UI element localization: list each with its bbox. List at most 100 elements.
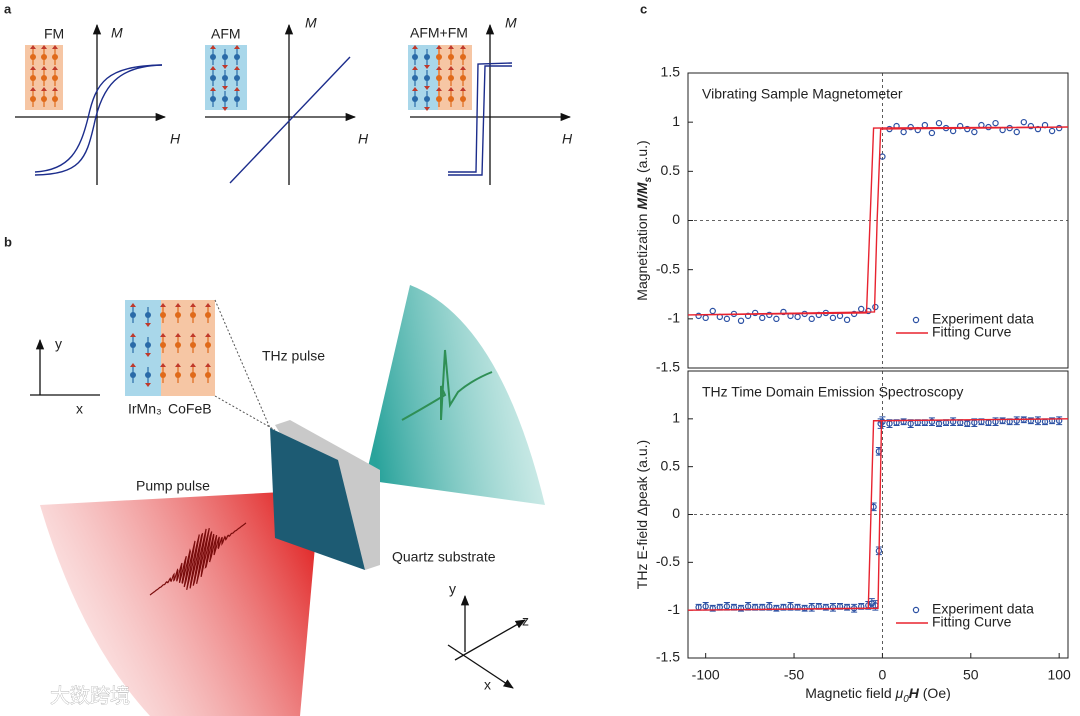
fit-line (687, 418, 1069, 611)
spin-dot (234, 54, 240, 60)
spin-head (222, 86, 228, 90)
data-point (829, 604, 837, 611)
spin-head (234, 66, 240, 70)
data-point (928, 129, 936, 137)
data-point (921, 121, 929, 129)
spin-head (448, 66, 454, 70)
spin-head (210, 45, 216, 49)
data-point (737, 317, 745, 324)
spin-head (175, 333, 181, 337)
data-point (907, 123, 914, 131)
data-point (773, 315, 780, 323)
axis-label: y (55, 336, 62, 352)
pump-beam (40, 490, 320, 716)
pump-waveform (149, 522, 247, 596)
spin-head (412, 87, 418, 91)
data-point (1013, 417, 1020, 424)
panel-label: a (4, 1, 12, 16)
y-tick-label: -0.5 (656, 553, 680, 569)
data-point (723, 315, 731, 323)
data-point (935, 119, 943, 127)
data-point (843, 316, 851, 324)
spin-dot (145, 372, 151, 378)
data-point (1027, 417, 1035, 424)
data-point (850, 310, 858, 318)
label-part: M/M (634, 182, 650, 210)
data-point (695, 312, 702, 320)
spin-head (52, 87, 58, 91)
axis-label: x (484, 677, 491, 693)
spin-head (436, 45, 442, 49)
spin-dot (424, 96, 430, 102)
data-point (808, 604, 815, 611)
diagram-fm: FM M H (15, 23, 181, 185)
spin-dot (460, 96, 466, 102)
loop (448, 62, 513, 173)
spin-dot (222, 75, 228, 81)
spin-dot (460, 54, 466, 60)
linear-response (229, 56, 351, 184)
axis-label: M (111, 25, 123, 41)
y-axis-label: Magnetization M/Ms (a.u.) (634, 140, 654, 300)
spins (30, 45, 58, 107)
data-point (858, 305, 865, 313)
spin-head (41, 87, 47, 91)
spin-dot (41, 75, 47, 81)
label-part: Magnetic field (805, 685, 895, 701)
spin-head (436, 87, 442, 91)
data-point (868, 600, 876, 607)
x-axis (447, 644, 514, 689)
sample (270, 428, 365, 570)
spin-dot (52, 54, 58, 60)
spin-head (175, 363, 181, 367)
axis-label: y (449, 581, 456, 597)
spin-dot (222, 96, 228, 102)
spin-head (205, 303, 211, 307)
spin-head (424, 65, 430, 69)
data-point (723, 603, 731, 610)
spin-dot (30, 54, 36, 60)
spin-dot (460, 75, 466, 81)
data-point (1034, 125, 1042, 133)
spin-dot (41, 54, 47, 60)
loop (34, 64, 163, 176)
spin-head (222, 107, 228, 111)
data-point (702, 314, 709, 322)
x-tick-label: 0 (879, 667, 887, 683)
y-axis-label: THz E-field Δpeak (a.u.) (634, 440, 650, 589)
spin-dot (30, 75, 36, 81)
spin-dot (436, 54, 442, 60)
zoom-line (214, 299, 271, 429)
diagram-title: FM (44, 26, 64, 42)
label-part: (Oe) (919, 685, 951, 701)
label-part: 0 (903, 694, 909, 705)
x-tick-label: -100 (692, 667, 720, 683)
spin-dot (222, 54, 228, 60)
fm-box (438, 45, 472, 110)
data-point (964, 125, 971, 133)
spin-head (190, 333, 196, 337)
spin-head (190, 363, 196, 367)
legend-label: Fitting Curve (932, 614, 1012, 630)
spin-head (190, 303, 196, 307)
spin-dot (205, 342, 211, 348)
spin-dot (145, 342, 151, 348)
chart-title: THz Time Domain Emission Spectroscopy (702, 384, 963, 400)
y-tick-label: 0.5 (661, 162, 681, 178)
spin-head (30, 87, 36, 91)
loop (34, 64, 163, 173)
x-tick-label: 100 (1047, 667, 1071, 683)
fit-line (687, 126, 1069, 316)
spin-dot (210, 54, 216, 60)
axis-label: H (562, 131, 573, 147)
data-point (1048, 127, 1056, 135)
y-tick-label: 1 (672, 113, 680, 129)
data-point (971, 128, 978, 136)
watermark: 大数跨境 (50, 684, 130, 707)
spin-head (448, 45, 454, 49)
spin-head (210, 66, 216, 70)
spin-dot (436, 96, 442, 102)
spin-dot (175, 372, 181, 378)
spin-head (145, 383, 151, 387)
axis-label: x (76, 401, 83, 417)
